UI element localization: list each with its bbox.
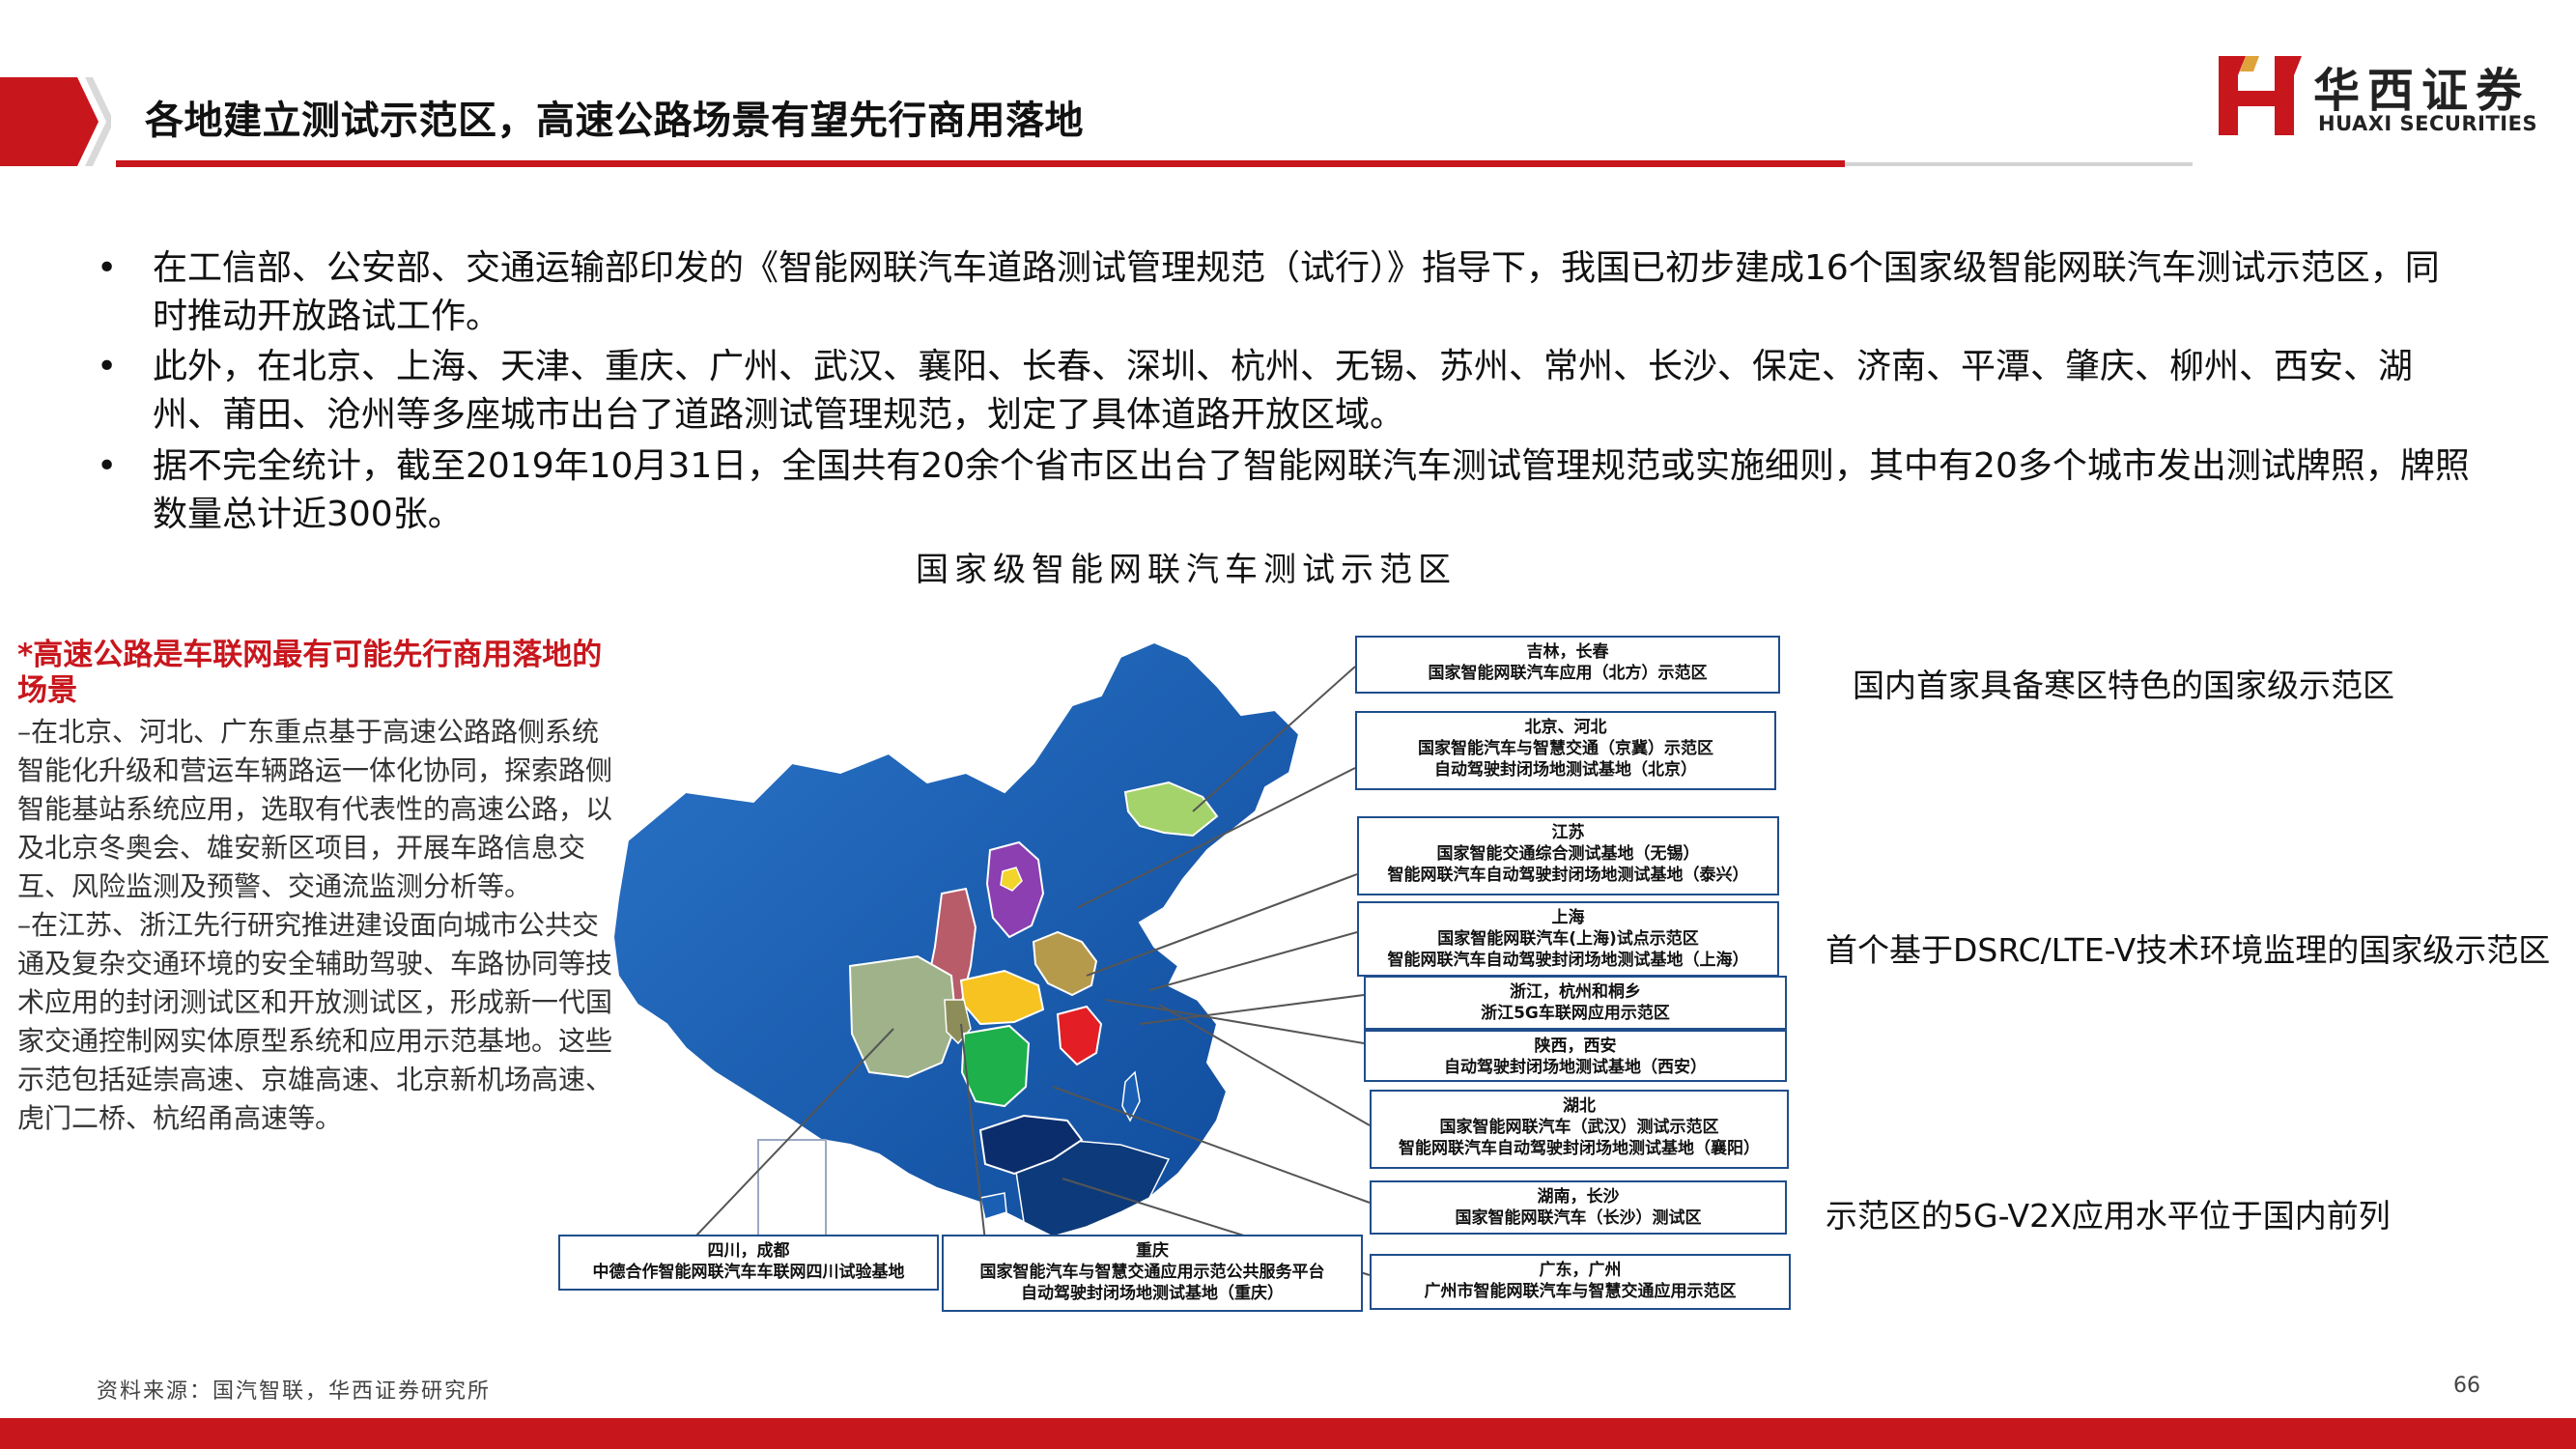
bullet-dot: • [97,248,118,288]
bullet-item: • 此外，在北京、上海、天津、重庆、广州、武汉、襄阳、长春、深圳、杭州、无锡、苏… [97,343,2473,440]
hunan-region [960,1024,1031,1108]
logo-english-name: HUAXI SECURITIES [2318,112,2538,135]
label-jilin-changchun: 吉林，长春 国家智能网联汽车应用（北方）示范区 [1355,636,1780,694]
jiangsu-region [1032,930,1098,997]
map-title: 国家级智能网联汽车测试示范区 [916,551,1457,589]
bullet-text: 此外，在北京、上海、天津、重庆、广州、武汉、襄阳、长春、深圳、杭州、无锡、苏州、… [153,347,2414,435]
zhejiang-region [1056,1005,1103,1066]
highway-scenario-body: –在北京、河北、广东重点基于高速公路路侧系统智能化升级和营运车辆路运一体化协同，… [17,713,616,1138]
label-hubei: 湖北 国家智能网联汽车（武汉）测试示范区 智能网联汽车自动驾驶封闭场地测试基地（襄阳… [1370,1090,1789,1169]
label-shanghai: 上海 国家智能网联汽车(上海)试点示范区 智能网联汽车自动驾驶封闭场地测试基地（上海… [1357,901,1779,977]
page-number: 66 [2453,1374,2480,1398]
highway-paragraph-1: –在北京、河北、广东重点基于高速公路路侧系统智能化升级和营运车辆路运一体化协同，… [17,716,613,902]
note-cold-region: 国内首家具备寒区特色的国家级示范区 [1853,667,2394,704]
label-guangdong-guangzhou: 广东，广州 广州市智能网联汽车与智慧交通应用示范区 [1370,1254,1791,1310]
label-chongqing: 重庆 国家智能汽车与智慧交通应用示范公共服务平台 自动驾驶封闭场地测试基地（重庆） [942,1235,1363,1312]
source-citation: 资料来源：国汽智联，华西证券研究所 [97,1379,492,1404]
footer-bar [0,1418,2576,1449]
beijing-region [1000,867,1023,892]
note-5g-v2x: 示范区的5G-V2X应用水平位于国内前列 [1826,1197,2391,1235]
bullet-dot: • [97,446,118,486]
highway-paragraph-2: –在江苏、浙江先行研究推进建设面向城市公共交通及复杂交通环境的安全辅助驾驶、车路… [17,909,613,1134]
title-tab-shape [0,77,111,166]
label-zhejiang: 浙江，杭州和桐乡 浙江5G车联网应用示范区 [1364,976,1787,1030]
bullet-item: • 在工信部、公安部、交通运输部印发的《智能网联汽车道路测试管理规范（试行）》指… [97,244,2473,341]
logo-chinese-name: 华西证券 [2313,64,2531,118]
highway-scenario-heading: *高速公路是车联网最有可能先行商用落地的场景 [17,638,603,708]
sichuan-region [848,954,958,1079]
title-rule [116,160,2193,168]
bullet-text: 据不完全统计，截至2019年10月31日，全国共有20余个省市区出台了智能网联汽… [153,446,2470,534]
label-jiangsu: 江苏 国家智能交通综合测试基地（无锡） 智能网联汽车自动驾驶封闭场地测试基地（泰兴） [1357,816,1779,895]
label-beijing-hebei: 北京、河北 国家智能汽车与智慧交通（京冀）示范区 自动驾驶封闭场地测试基地（北京） [1355,711,1776,790]
label-shaanxi-xian: 陕西，西安 自动驾驶封闭场地测试基地（西安） [1364,1030,1787,1082]
note-dsrc-ltev: 首个基于DSRC/LTE-V技术环境监理的国家级示范区 [1826,931,2551,969]
bullet-item: • 据不完全统计，截至2019年10月31日，全国共有20余个省市区出台了智能网… [97,442,2473,539]
hubei-region [959,969,1045,1026]
bullet-text: 在工信部、公安部、交通运输部印发的《智能网联汽车道路测试管理规范（试行）》指导下… [153,248,2440,336]
hebei-region [985,840,1045,939]
label-sichuan-chengdu: 四川，成都 中德合作智能网联汽车车联网四川试验基地 [558,1235,939,1291]
huaxi-logo-icon [2219,56,2302,135]
page-title: 各地建立测试示范区，高速公路场景有望先行商用落地 [145,99,1084,143]
label-hunan-changsha: 湖南，长沙 国家智能网联汽车（长沙）测试区 [1370,1180,1787,1235]
bullet-dot: • [97,347,118,386]
